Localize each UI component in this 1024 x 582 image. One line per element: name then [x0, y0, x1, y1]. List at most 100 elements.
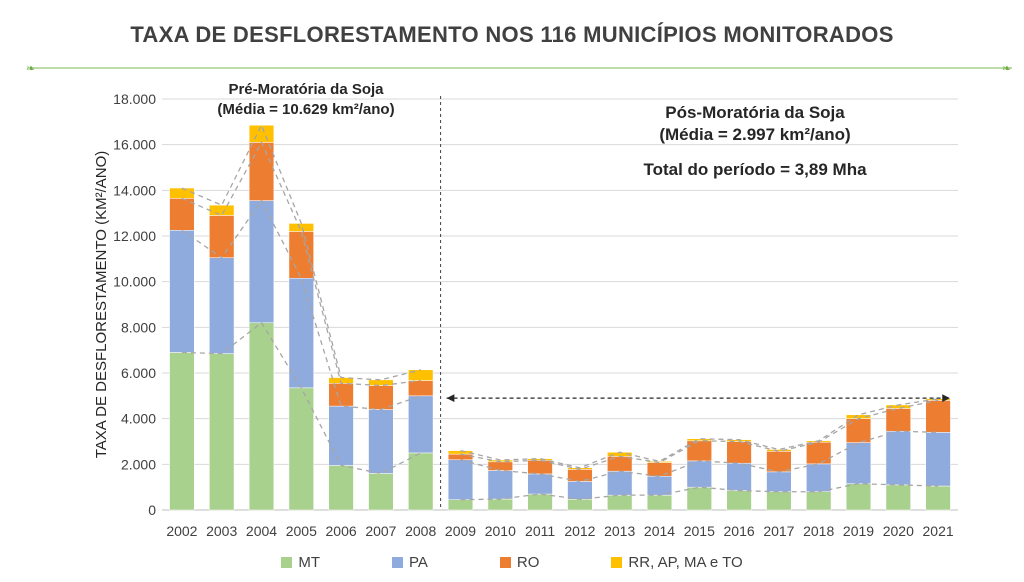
bar-pa-2017	[766, 471, 792, 492]
bar-pa-2009	[447, 459, 474, 500]
bar-pa-2005	[288, 277, 314, 389]
bar-mt-2005	[288, 387, 314, 511]
y-tick-label: 8.000	[121, 319, 156, 335]
bar-mt-2007	[368, 473, 394, 511]
bar-mt-2011	[527, 493, 553, 511]
legend-swatch	[281, 557, 293, 568]
legend-item: PA	[392, 554, 428, 571]
connector-line-ro	[460, 399, 939, 471]
bar-pa-2002	[169, 230, 195, 353]
bar-mt-2015	[686, 486, 712, 511]
bar-pa-2014	[646, 475, 673, 496]
bar-rr-2017	[766, 449, 792, 452]
bar-ro-2021	[925, 400, 951, 433]
bar-mt-2014	[646, 494, 673, 511]
leaf-left-icon: ❧	[26, 63, 35, 75]
x-tick-label: 2004	[246, 523, 277, 539]
bar-pa-2008	[408, 395, 434, 454]
x-tick-label: 2010	[485, 523, 516, 539]
y-tick-label: 18.000	[113, 91, 156, 107]
bar-ro-2003	[209, 215, 235, 258]
legend-label: PA	[409, 554, 428, 571]
bar-rr-2021	[925, 398, 951, 401]
x-tick-label: 2006	[326, 523, 357, 539]
x-tick-label: 2016	[724, 523, 755, 539]
bar-pa-2003	[209, 257, 235, 354]
connector-line-pa	[460, 430, 939, 483]
connector-line-rr	[181, 123, 421, 381]
x-tick-label: 2018	[803, 523, 834, 539]
bar-pa-2007	[368, 409, 394, 474]
bar-rr-2011	[527, 458, 553, 461]
bar-ro-2011	[527, 459, 553, 475]
legend-item: RR, AP, MA e TO	[611, 554, 743, 571]
bar-mt-2002	[169, 352, 195, 511]
y-tick-label: 12.000	[113, 228, 156, 244]
pos-moratoria-title: Pós-Moratória da Soja	[665, 103, 845, 122]
x-tick-label: 2002	[166, 523, 197, 539]
bar-ro-2019	[845, 418, 872, 443]
bar-mt-2016	[726, 490, 752, 511]
bar-ro-2018	[806, 441, 832, 465]
pre-moratoria-annotation: Pré-Moratória da Soja (Média = 10.629 km…	[196, 80, 416, 120]
pos-moratoria-annotation: Pós-Moratória da Soja (Média = 2.997 km²…	[620, 102, 890, 146]
bar-ro-2016	[726, 441, 752, 464]
x-tick-label: 2020	[883, 523, 914, 539]
bar-pa-2019	[845, 442, 872, 484]
bar-ro-2020	[885, 408, 911, 432]
legend-label: RR, AP, MA e TO	[628, 554, 743, 571]
x-tick-label: 2014	[644, 523, 675, 539]
bar-pa-2006	[328, 405, 354, 466]
legend-swatch	[392, 557, 404, 568]
bar-ro-2002	[169, 198, 195, 231]
bar-mt-2021	[925, 485, 951, 511]
bar-pa-2021	[925, 432, 951, 487]
bar-ro-2008	[408, 380, 434, 397]
legend-label: RO	[516, 554, 540, 571]
y-tick-label: 2.000	[121, 456, 156, 472]
bar-rr-2014	[646, 461, 673, 463]
bar-mt-2010	[487, 498, 513, 511]
y-tick-label: 0	[148, 502, 156, 518]
legend-label: MT	[298, 554, 321, 571]
x-tick-label: 2015	[684, 523, 715, 539]
bar-ro-2009	[447, 453, 474, 461]
y-axis-title: TAXA DE DESFLORESTAMENTO (KM²/ANO)	[93, 151, 110, 459]
connector-line-pa	[181, 199, 421, 411]
y-tick-label: 4.000	[121, 411, 156, 427]
bar-rr-2004	[248, 125, 275, 143]
pre-moratoria-title: Pré-Moratória da Soja	[228, 81, 384, 98]
bar-mt-2008	[408, 452, 434, 511]
x-tick-label: 2013	[604, 523, 635, 539]
x-tick-label: 2017	[763, 523, 794, 539]
legend-item: MT	[281, 554, 320, 571]
connector-line-mt	[460, 483, 939, 501]
legend-swatch	[499, 557, 511, 568]
bar-mt-2018	[806, 491, 832, 511]
bar-pa-2020	[885, 430, 911, 486]
bar-mt-2006	[328, 465, 354, 511]
pos-moratoria-average: (Média = 2.997 km²/ano)	[659, 125, 851, 144]
bar-mt-2013	[607, 494, 633, 511]
legend-item: RO	[499, 554, 540, 571]
x-tick-label: 2019	[843, 523, 874, 539]
pre-moratoria-average: (Média = 10.629 km²/ano)	[217, 101, 395, 118]
bar-pa-2012	[567, 481, 593, 500]
x-tick-label: 2007	[365, 523, 396, 539]
bar-mt-2004	[248, 322, 275, 511]
bar-ro-2010	[487, 461, 513, 471]
bar-ro-2017	[766, 451, 792, 473]
bar-ro-2006	[328, 383, 354, 407]
x-tick-label: 2012	[564, 523, 595, 539]
bar-pa-2011	[527, 473, 553, 495]
bar-pa-2013	[607, 470, 633, 496]
connector-line-mt	[181, 321, 421, 475]
bar-mt-2020	[885, 484, 911, 511]
chart-legend: MT PA RO RR, AP, MA e TO	[0, 554, 1024, 571]
bar-mt-2012	[567, 499, 593, 511]
x-tick-label: 2011	[525, 523, 555, 539]
y-tick-label: 14.000	[113, 182, 156, 198]
bar-rr-2002	[169, 187, 195, 199]
y-tick-label: 10.000	[113, 274, 156, 290]
